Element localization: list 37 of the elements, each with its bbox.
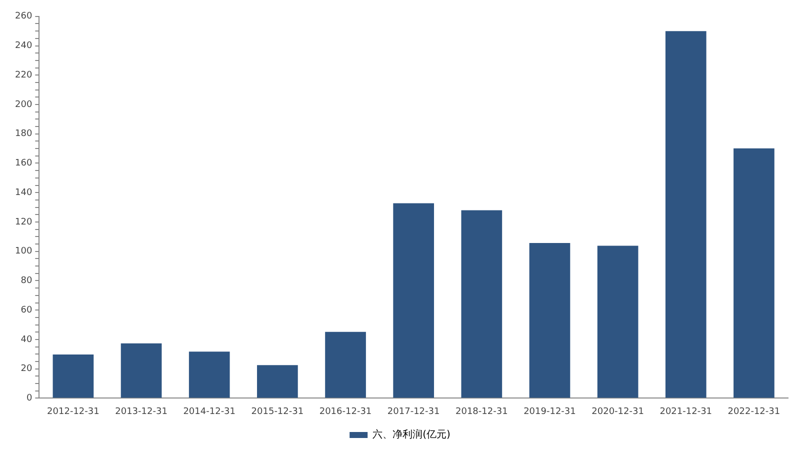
x-tick-label: 2017-12-31: [387, 406, 440, 417]
y-tick-label: 0: [26, 394, 32, 404]
x-tick-label: 2021-12-31: [660, 406, 712, 417]
y-tick-label: 80: [20, 276, 32, 286]
y-tick-label: 60: [20, 305, 32, 316]
x-tick-label: 2020-12-31: [592, 406, 644, 417]
y-tick-label: 100: [14, 246, 32, 257]
bar: [393, 203, 434, 398]
bar: [597, 246, 638, 398]
bar: [734, 148, 774, 398]
x-tick-label: 2022-12-31: [728, 406, 780, 417]
x-tick-label: 2015-12-31: [251, 406, 304, 417]
bar: [120, 343, 162, 398]
y-tick-label: 220: [14, 70, 32, 80]
y-tick-label: 140: [14, 188, 32, 198]
x-tick-label: 2013-12-31: [115, 406, 168, 417]
bar: [52, 354, 94, 398]
x-tick-label: 2016-12-31: [319, 406, 372, 417]
x-tick-label: 2014-12-31: [183, 406, 236, 417]
x-tick-label: 2019-12-31: [524, 406, 576, 417]
y-tick-label: 20: [20, 364, 32, 374]
bar: [529, 242, 570, 398]
bar: [188, 352, 230, 398]
y-tick-label: 240: [14, 41, 32, 52]
bar: [665, 31, 706, 398]
y-tick-label: 120: [14, 217, 32, 228]
y-tick-label: 260: [14, 12, 32, 22]
y-tick-label: 200: [14, 100, 32, 110]
x-tick-label: 2018-12-31: [456, 406, 508, 417]
legend-label: 六、净利润(亿元): [372, 428, 450, 441]
bar: [257, 365, 298, 398]
y-tick-label: 160: [14, 158, 32, 169]
x-tick-label: 2012-12-31: [47, 406, 100, 417]
bar: [325, 332, 366, 398]
y-tick-label: 40: [20, 334, 32, 345]
bar: [461, 210, 502, 398]
y-tick-label: 180: [14, 129, 32, 140]
